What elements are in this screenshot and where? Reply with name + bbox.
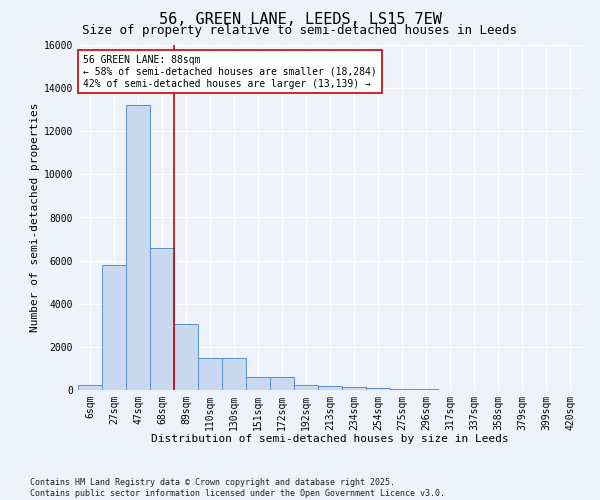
Y-axis label: Number of semi-detached properties: Number of semi-detached properties bbox=[29, 103, 40, 332]
Bar bbox=[126, 106, 150, 390]
Bar bbox=[366, 388, 390, 390]
Text: Size of property relative to semi-detached houses in Leeds: Size of property relative to semi-detach… bbox=[83, 24, 517, 37]
Text: 56 GREEN LANE: 88sqm
← 58% of semi-detached houses are smaller (18,284)
42% of s: 56 GREEN LANE: 88sqm ← 58% of semi-detac… bbox=[83, 56, 377, 88]
Text: Contains HM Land Registry data © Crown copyright and database right 2025.
Contai: Contains HM Land Registry data © Crown c… bbox=[30, 478, 445, 498]
Bar bbox=[294, 384, 318, 390]
Bar bbox=[222, 358, 246, 390]
Bar bbox=[78, 384, 102, 390]
Bar bbox=[342, 388, 366, 390]
Bar bbox=[102, 265, 126, 390]
X-axis label: Distribution of semi-detached houses by size in Leeds: Distribution of semi-detached houses by … bbox=[151, 434, 509, 444]
Bar bbox=[318, 386, 342, 390]
Bar bbox=[270, 376, 294, 390]
Bar bbox=[150, 248, 174, 390]
Text: 56, GREEN LANE, LEEDS, LS15 7EW: 56, GREEN LANE, LEEDS, LS15 7EW bbox=[158, 12, 442, 28]
Bar bbox=[246, 376, 270, 390]
Bar bbox=[174, 324, 198, 390]
Bar bbox=[198, 358, 222, 390]
Bar bbox=[390, 388, 414, 390]
